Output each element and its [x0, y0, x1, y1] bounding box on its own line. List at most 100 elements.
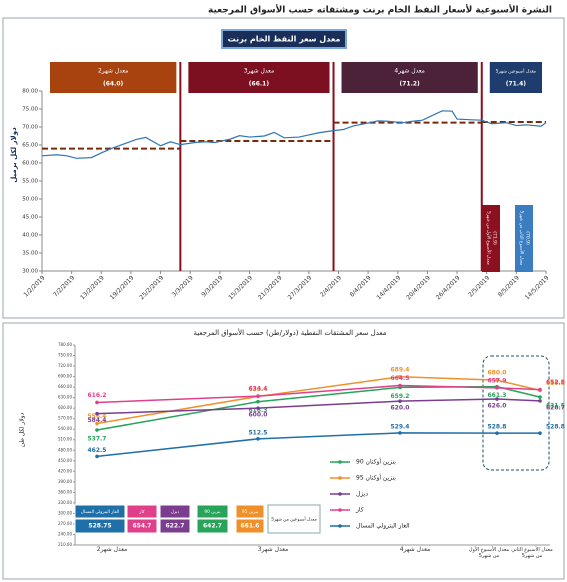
y-tick-label: 300.00: [58, 510, 72, 515]
table-value: 642.7: [203, 523, 222, 530]
value-label: 529.4: [391, 423, 410, 430]
point: [538, 395, 542, 399]
x-tick-label: 7/2/2019: [52, 274, 76, 298]
legend-marker: [338, 460, 342, 464]
period-label: معدل شهر2: [98, 68, 128, 75]
period-box: [341, 62, 478, 93]
y-tick-label: 30.00: [22, 269, 38, 275]
x-tick-label: 14/4/2019: [376, 274, 403, 301]
period-label: معدل شهر4: [394, 68, 424, 75]
table-value-cell: [74, 518, 126, 534]
x-tick-label: معدل الأسبوع الثاني من شهر5: [511, 547, 553, 559]
y-tick-label: 780.00: [58, 342, 72, 347]
point: [538, 399, 542, 403]
value-label: 620.0: [391, 405, 410, 412]
value-label: 584.4: [88, 417, 107, 424]
value-label: 659.2: [391, 393, 410, 400]
point: [495, 386, 499, 390]
x-tick-label: 2/4/2019: [319, 274, 343, 298]
x-tick-label: معدل شهر2: [96, 546, 128, 553]
value-label: 620.7: [546, 404, 565, 411]
value-label: 689.4: [391, 366, 410, 373]
x-tick-label: 19/2/2019: [109, 274, 136, 301]
point: [256, 399, 260, 404]
period-value: (64.0): [103, 81, 124, 88]
y-tick-label: 270.00: [58, 521, 72, 526]
legend-label: بنزين أوكتان 90: [356, 458, 396, 466]
x-tick-label: 14/5/2019: [524, 274, 551, 301]
y-tick-label: 60.00: [22, 161, 38, 167]
period-box: [489, 62, 542, 93]
point: [95, 454, 99, 459]
y-tick-label: 360.00: [58, 489, 72, 494]
period-label: معدل شهر3: [244, 68, 274, 75]
point: [95, 428, 99, 432]
legend-label: الغاز البترولي المسال: [356, 523, 410, 530]
value-label: 631.5: [546, 403, 565, 410]
week-box: [515, 205, 533, 272]
point: [398, 431, 402, 435]
y-tick-label: 480.00: [58, 447, 72, 452]
y-tick-label: 50.00: [22, 197, 38, 203]
y-tick-label: 55.00: [22, 179, 38, 185]
y-tick-label: 390.00: [58, 479, 72, 484]
point: [398, 374, 402, 379]
chart-title: معدل سعر النفط الخام برنت: [228, 35, 341, 44]
y-tick-label: 600.00: [58, 405, 72, 410]
value-label: 657.9: [488, 377, 507, 384]
y-tick-label: 720.00: [58, 363, 72, 368]
title-box: [221, 29, 347, 49]
point: [538, 387, 542, 392]
table-header-cell: [235, 504, 265, 519]
value-label: 664.5: [391, 375, 410, 382]
y-tick-label: 75.00: [22, 107, 38, 113]
x-tick-label: 2/5/2019: [467, 274, 491, 298]
table-header: بنزين 90: [204, 509, 220, 515]
point: [256, 437, 260, 441]
y-tick-label: 210.00: [58, 542, 72, 547]
value-label: 680.0: [488, 370, 507, 377]
value-label: 661.3: [488, 392, 507, 399]
y-axis-label: دولار لكل برميل: [10, 127, 18, 183]
highlight: [482, 355, 550, 471]
table-value: 654.7: [133, 523, 152, 530]
legend-marker: [338, 524, 342, 528]
legend-marker: [338, 492, 342, 496]
value-label: 512.5: [249, 429, 268, 436]
point: [95, 421, 99, 426]
legend-label: كاز: [355, 507, 364, 514]
table-header: الغاز البترولي المسال: [81, 510, 119, 515]
y-tick-label: 35.00: [22, 251, 38, 257]
value-label: 556.4: [88, 413, 107, 420]
table-title-cell: [267, 504, 321, 534]
x-tick-label: معدل الأسبوع الأول من شهر5: [468, 547, 510, 559]
table-header-cell: [159, 504, 191, 519]
week-label: معدل الأسبوع الأول من شهر5: [486, 211, 493, 265]
table-value-cell: [159, 518, 191, 534]
point: [398, 399, 402, 403]
point: [95, 400, 99, 405]
legend-label: بنزين أوكتان 95: [356, 474, 396, 482]
table-header: بنزين 95: [242, 509, 258, 515]
point: [495, 378, 499, 382]
y-tick-label: 40.00: [22, 233, 38, 239]
point: [495, 397, 499, 401]
price-line: [41, 110, 547, 159]
table-value-cell: [196, 518, 229, 534]
y-tick-label: 570.00: [58, 416, 72, 421]
x-tick-label: 20/4/2019: [405, 274, 432, 301]
panel: [2, 322, 565, 580]
panel: [2, 17, 565, 319]
series-line: [96, 385, 541, 431]
point: [95, 411, 99, 416]
week-label: معدل الأسبوع الثاني من شهر5: [519, 211, 526, 266]
period-value: (66.1): [249, 81, 270, 88]
period-value: (71.2): [399, 81, 420, 88]
x-tick-label: معدل شهر4: [399, 546, 431, 553]
table-value: 622.7: [166, 523, 185, 530]
value-label: 633.4: [249, 386, 268, 393]
table-title: معدل أسبوعين من شهر5: [271, 516, 317, 523]
table-header-cell: [126, 504, 158, 519]
